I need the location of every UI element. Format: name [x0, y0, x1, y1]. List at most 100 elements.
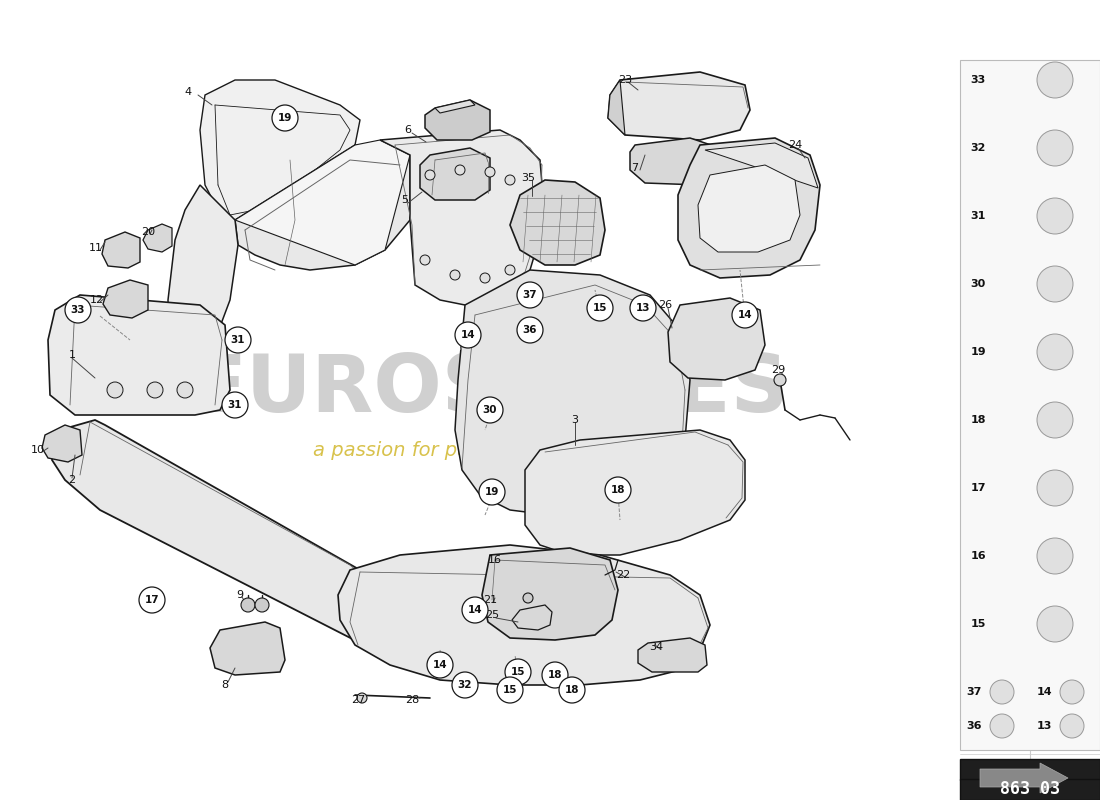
- Circle shape: [1037, 606, 1072, 642]
- Circle shape: [1037, 266, 1072, 302]
- Polygon shape: [379, 130, 544, 305]
- Circle shape: [990, 680, 1014, 704]
- Circle shape: [255, 598, 270, 612]
- Circle shape: [450, 270, 460, 280]
- Circle shape: [1037, 198, 1072, 234]
- Circle shape: [107, 382, 123, 398]
- Circle shape: [478, 479, 505, 505]
- Text: 26: 26: [658, 300, 672, 310]
- Text: 25: 25: [485, 610, 499, 620]
- Circle shape: [222, 392, 248, 418]
- Text: 13: 13: [1036, 721, 1052, 731]
- Circle shape: [480, 273, 490, 283]
- Circle shape: [1037, 470, 1072, 506]
- Text: 35: 35: [521, 173, 535, 183]
- Text: 31: 31: [228, 400, 242, 410]
- Circle shape: [1060, 714, 1083, 738]
- Polygon shape: [510, 180, 605, 265]
- Text: 33: 33: [970, 75, 986, 85]
- Circle shape: [605, 477, 631, 503]
- Text: 24: 24: [788, 140, 802, 150]
- Text: 19: 19: [278, 113, 293, 123]
- FancyBboxPatch shape: [960, 759, 1100, 780]
- Polygon shape: [168, 185, 238, 385]
- Polygon shape: [678, 138, 820, 278]
- Circle shape: [147, 382, 163, 398]
- Circle shape: [732, 302, 758, 328]
- Text: 32: 32: [970, 143, 986, 153]
- Polygon shape: [455, 270, 690, 515]
- Text: 2: 2: [68, 475, 76, 485]
- Polygon shape: [668, 298, 764, 380]
- Text: 14: 14: [1036, 687, 1052, 697]
- Text: 17: 17: [970, 483, 986, 493]
- Circle shape: [774, 374, 786, 386]
- Text: 20: 20: [141, 227, 155, 237]
- Text: 29: 29: [771, 365, 785, 375]
- Text: 37: 37: [966, 687, 981, 697]
- Circle shape: [420, 255, 430, 265]
- Text: 17: 17: [145, 595, 160, 605]
- Text: 19: 19: [970, 347, 986, 357]
- Text: 14: 14: [468, 605, 482, 615]
- Text: 27: 27: [351, 695, 365, 705]
- Text: 5: 5: [402, 195, 408, 205]
- Text: 15: 15: [970, 619, 986, 629]
- Text: 18: 18: [610, 485, 625, 495]
- Polygon shape: [420, 148, 490, 200]
- Text: a passion for parts since 1985: a passion for parts since 1985: [312, 441, 607, 459]
- Circle shape: [452, 672, 478, 698]
- Text: 7: 7: [631, 163, 639, 173]
- Text: 19: 19: [485, 487, 499, 497]
- Text: 32: 32: [458, 680, 472, 690]
- Circle shape: [455, 322, 481, 348]
- Circle shape: [425, 170, 435, 180]
- Circle shape: [1060, 680, 1083, 704]
- Circle shape: [485, 167, 495, 177]
- Circle shape: [559, 677, 585, 703]
- Circle shape: [497, 677, 522, 703]
- FancyBboxPatch shape: [960, 60, 1100, 750]
- Polygon shape: [698, 165, 800, 252]
- Circle shape: [505, 175, 515, 185]
- Circle shape: [1037, 62, 1072, 98]
- Text: 15: 15: [593, 303, 607, 313]
- Text: 30: 30: [483, 405, 497, 415]
- Polygon shape: [200, 80, 360, 220]
- Text: 8: 8: [221, 680, 229, 690]
- Text: 21: 21: [483, 595, 497, 605]
- Circle shape: [1037, 538, 1072, 574]
- Text: 31: 31: [231, 335, 245, 345]
- Text: 28: 28: [405, 695, 419, 705]
- Polygon shape: [52, 420, 400, 648]
- Text: EUROSPARES: EUROSPARES: [191, 351, 789, 429]
- Circle shape: [1037, 334, 1072, 370]
- Circle shape: [272, 105, 298, 131]
- FancyBboxPatch shape: [960, 779, 1100, 800]
- Text: 37: 37: [522, 290, 537, 300]
- Circle shape: [241, 598, 255, 612]
- Polygon shape: [630, 138, 720, 185]
- Text: 6: 6: [405, 125, 411, 135]
- Text: 14: 14: [738, 310, 752, 320]
- Polygon shape: [425, 100, 490, 140]
- Text: 15: 15: [510, 667, 526, 677]
- Text: 3: 3: [572, 415, 579, 425]
- Polygon shape: [608, 80, 625, 135]
- Polygon shape: [338, 545, 710, 685]
- Text: 22: 22: [616, 570, 630, 580]
- Circle shape: [542, 662, 568, 688]
- Polygon shape: [235, 140, 410, 265]
- Circle shape: [477, 397, 503, 423]
- Text: 30: 30: [970, 279, 986, 289]
- Polygon shape: [512, 605, 552, 630]
- Text: 18: 18: [564, 685, 580, 695]
- Text: 4: 4: [185, 87, 191, 97]
- Text: 36: 36: [522, 325, 537, 335]
- Polygon shape: [48, 295, 230, 415]
- Polygon shape: [980, 763, 1068, 793]
- Polygon shape: [638, 638, 707, 672]
- Circle shape: [226, 327, 251, 353]
- Polygon shape: [525, 430, 745, 555]
- Polygon shape: [143, 224, 172, 252]
